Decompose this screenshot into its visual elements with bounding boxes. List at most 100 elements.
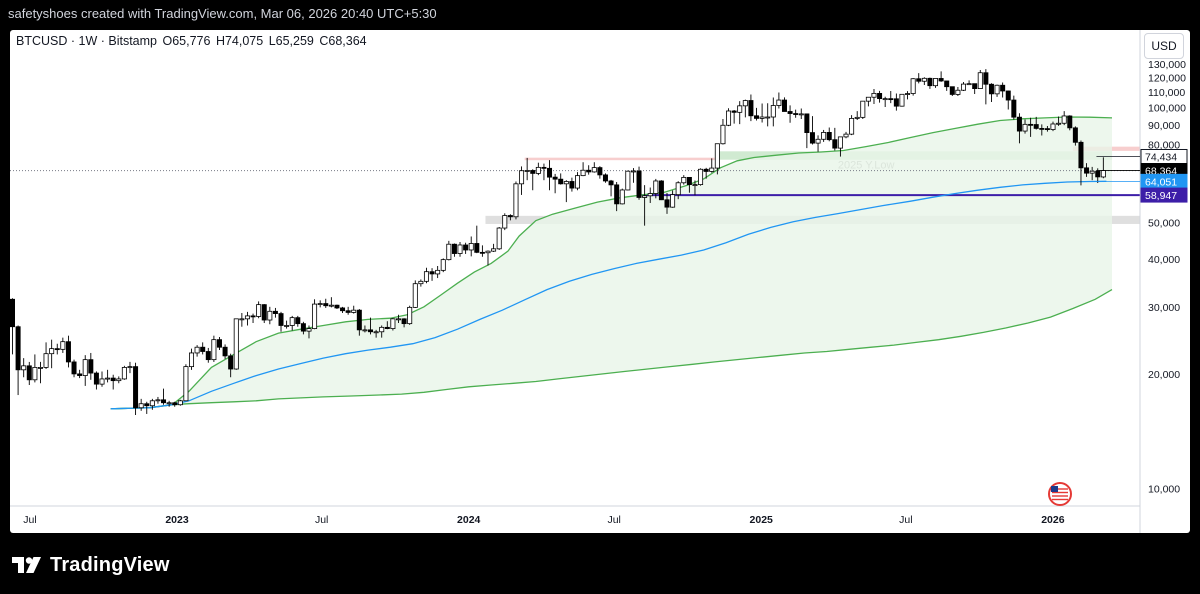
candle-body — [955, 89, 961, 95]
candle-body — [882, 98, 888, 101]
candle-body — [1084, 167, 1090, 174]
candle-body — [457, 244, 463, 254]
candle-body — [614, 184, 620, 205]
candle-body — [138, 403, 144, 409]
y-tick-label: 80,000 — [1148, 140, 1180, 152]
tradingview-logo[interactable]: TradingView — [12, 552, 170, 578]
candle-body — [865, 96, 871, 102]
candle-body — [972, 83, 978, 90]
candle-body — [440, 259, 446, 271]
candle-body — [742, 100, 748, 107]
candle-body — [552, 176, 558, 180]
candle-body — [485, 250, 491, 254]
candle-body — [474, 243, 480, 253]
candle-body — [10, 298, 15, 328]
candle-body — [155, 399, 161, 402]
legend-high: H74,075 — [215, 34, 264, 48]
candle-body — [200, 346, 206, 352]
candle-body — [267, 310, 273, 321]
candle-body — [412, 283, 418, 308]
candle-body — [541, 166, 547, 169]
candle-body — [804, 113, 810, 133]
candle-body — [714, 143, 720, 169]
candle-body — [994, 84, 1000, 95]
candle-body — [507, 215, 513, 218]
candle-body — [362, 329, 368, 332]
candle-body — [1016, 116, 1022, 132]
candle-body — [580, 169, 586, 177]
candle-body — [144, 403, 150, 407]
candle-body — [563, 181, 569, 185]
candle-body — [770, 105, 776, 118]
candle-body — [692, 184, 698, 187]
candle-body — [988, 83, 994, 95]
candle-body — [748, 100, 754, 117]
candle-body — [368, 329, 374, 333]
candle-body — [390, 318, 396, 329]
candle-body — [933, 78, 939, 87]
candle-body — [491, 248, 497, 252]
price-label-text: 58,947 — [1145, 190, 1177, 202]
candle-body — [765, 116, 771, 119]
candle-body — [295, 317, 301, 325]
x-tick-label: 2024 — [457, 514, 481, 526]
price-chart[interactable]: 2025 Y.Low10,00020,00030,00040,00050,000… — [10, 30, 1190, 533]
legend-close: C68,364 — [319, 34, 367, 48]
candle-body — [854, 116, 860, 119]
candle-body — [983, 72, 989, 85]
legend-symbol: BTCUSD · 1W · Bitstamp — [16, 34, 157, 48]
candle-body — [239, 318, 245, 321]
candle-body — [479, 251, 485, 254]
candle-body — [71, 361, 77, 375]
candle-body — [88, 359, 94, 374]
candle-body — [558, 178, 564, 185]
x-tick-label: 2025 — [750, 514, 774, 526]
currency-button[interactable]: USD — [1144, 33, 1184, 59]
candle-body — [776, 99, 782, 106]
y-tick-label: 90,000 — [1148, 120, 1180, 132]
mid-line — [110, 180, 1107, 410]
candle-body — [726, 110, 732, 126]
candle-body — [166, 402, 172, 405]
candle-body — [642, 195, 648, 198]
flag-icon-canton — [1051, 486, 1058, 492]
candle-body — [222, 346, 228, 357]
candle-body — [1050, 123, 1056, 130]
candle-body — [591, 167, 597, 173]
y-tick-label: 40,000 — [1148, 254, 1180, 266]
candle-body — [300, 323, 306, 332]
candle-body — [843, 133, 849, 138]
candle-body — [1089, 170, 1095, 174]
candle-body — [105, 377, 111, 380]
candle-body — [519, 170, 525, 185]
candle-body — [837, 136, 843, 149]
candle-body — [664, 199, 670, 208]
candle-body — [502, 215, 508, 229]
candle-body — [334, 304, 340, 309]
y-tick-label: 110,000 — [1148, 87, 1185, 99]
candle-body — [468, 243, 474, 251]
candle-body — [32, 367, 38, 381]
candle-body — [216, 339, 222, 348]
candle-body — [463, 244, 469, 251]
candle-body — [93, 372, 99, 385]
candle-body — [575, 175, 581, 189]
candle-body — [244, 315, 250, 320]
chart-panel[interactable]: 2025 Y.Low10,00020,00030,00040,00050,000… — [10, 30, 1190, 533]
candle-body — [37, 367, 43, 369]
candle-body — [323, 303, 329, 307]
candle-body — [278, 313, 284, 326]
candle-body — [189, 352, 195, 368]
candle-body — [944, 80, 950, 88]
candle-body — [1044, 128, 1050, 131]
candle-body — [653, 180, 659, 194]
candle-body — [625, 170, 631, 191]
candle-body — [177, 400, 183, 406]
candle-body — [429, 271, 435, 275]
candle-body — [905, 93, 911, 95]
candle-body — [65, 341, 71, 363]
candle-body — [272, 310, 278, 314]
candle-body — [384, 326, 390, 329]
candle-body — [205, 351, 211, 361]
candle-body — [781, 99, 787, 112]
